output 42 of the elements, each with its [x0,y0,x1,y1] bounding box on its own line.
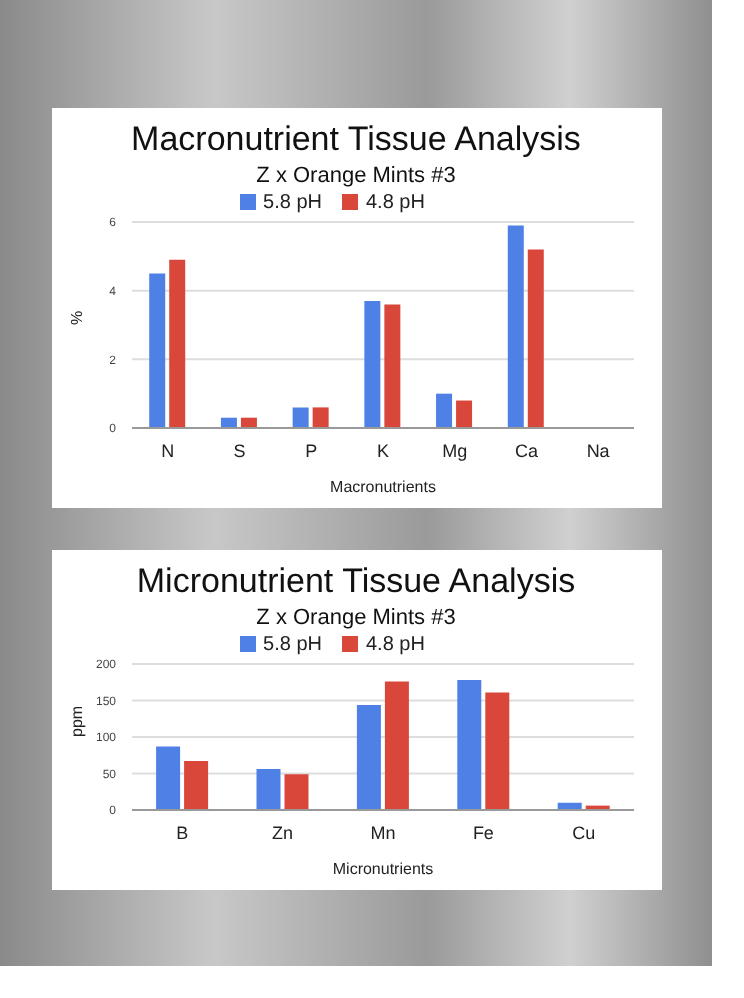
bar [168,259,185,428]
legend-label: 5.8 pH [263,634,322,656]
x-tick-label: Cu [571,822,595,843]
chart-subtitle: Z x Orange Mints #3 [254,606,458,630]
x-tick-label: Ca [513,440,537,461]
bar [383,304,400,428]
legend-label: 5.8 pH [263,192,322,214]
x-axis-title: Macronutrients [329,478,435,496]
bar [526,249,543,428]
x-tick-label: Zn [271,822,293,843]
bar [506,225,523,428]
x-tick-label: N [160,440,174,461]
x-tick-label: S [232,440,245,461]
bar [255,769,280,810]
x-tick-label: B [175,822,188,843]
bar [355,704,380,810]
bar [456,680,481,810]
x-tick-label: P [304,440,317,461]
bar [383,681,408,810]
bar [363,300,380,428]
bar [183,761,208,810]
bar [283,774,308,810]
x-tick-label: Mg [441,440,467,461]
x-axis-title: Micronutrients [331,860,433,878]
x-tick-label: Fe [471,822,493,843]
legend-label: 4.8 pH [366,192,425,214]
bar [484,692,509,810]
y-axis-title: % [66,310,85,325]
legend-label: 4.8 pH [366,634,425,656]
bar [155,746,180,810]
chart-title: Macronutrient Tissue Analysis [129,120,583,160]
bar [435,393,452,428]
chart-subtitle: Z x Orange Mints #3 [254,164,458,188]
chart-title: Micronutrient Tissue Analysis [134,562,578,602]
y-axis-title: ppm [66,705,85,737]
bar [148,273,165,428]
x-tick-label: Mn [369,822,395,843]
bar [291,407,308,428]
bar [311,407,328,428]
x-tick-label: K [375,440,389,461]
x-tick-label: Na [585,440,609,461]
bar [455,400,472,428]
